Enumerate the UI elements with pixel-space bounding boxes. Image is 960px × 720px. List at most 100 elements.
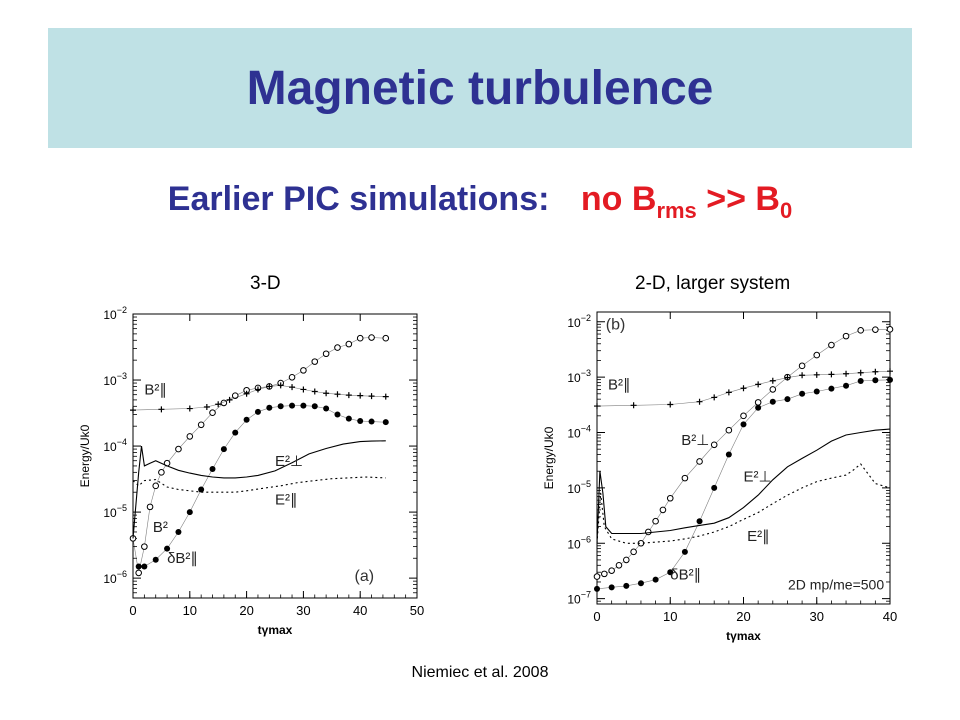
data-point	[141, 543, 148, 550]
data-point	[197, 421, 205, 429]
y-tick-label: 10−4	[567, 424, 591, 441]
x-tick-label: 30	[810, 609, 824, 624]
data-point	[813, 388, 820, 395]
curve-label-b2par: B²∥	[608, 376, 631, 393]
y-tick-base: 10	[103, 308, 117, 322]
data-point	[146, 503, 154, 511]
data-point	[277, 382, 284, 389]
citation: Niemiec et al. 2008	[411, 664, 549, 681]
data-point	[666, 494, 674, 502]
subtitle: Earlier PIC simulations: no Brms >> B0	[0, 180, 960, 224]
y-tick-exponent: −2	[117, 305, 127, 315]
data-point	[696, 518, 703, 525]
data-point	[164, 545, 171, 552]
y-tick-label: 10−5	[103, 503, 127, 520]
data-point	[623, 582, 630, 589]
data-point	[872, 326, 879, 333]
data-point	[158, 469, 165, 476]
y-tick-label: 10−3	[567, 368, 591, 385]
data-point	[799, 390, 806, 397]
data-point	[311, 403, 318, 410]
curve-label-b2par: B²∥	[144, 382, 167, 399]
data-point	[828, 341, 835, 349]
data-point	[186, 405, 193, 412]
data-point	[725, 389, 732, 396]
chart-3d: 0 10 20 30 40 5010−210−310−410−510−6tγmaxEner…	[65, 300, 440, 650]
data-point	[198, 486, 205, 493]
data-point	[725, 451, 732, 458]
series-b2par	[130, 382, 389, 414]
data-point	[175, 528, 182, 535]
data-point	[843, 382, 850, 389]
data-point	[769, 377, 776, 384]
data-point	[209, 465, 216, 472]
data-point	[755, 404, 762, 411]
data-point	[232, 429, 239, 436]
curve-label-deltab2par: δB²∥	[167, 550, 198, 567]
data-point	[630, 402, 637, 409]
data-point	[186, 509, 193, 516]
data-point	[152, 556, 159, 563]
x-tick-label: 10	[663, 609, 677, 624]
title-banner: Magnetic turbulence	[48, 28, 912, 148]
curve-label-e2par: E²∥	[275, 492, 298, 509]
series-guide-b2	[132, 337, 386, 573]
y-tick-exponent: −2	[581, 313, 591, 323]
data-point	[300, 402, 307, 409]
y-tick-label: 10−6	[567, 534, 591, 551]
x-tick-label: 0	[593, 609, 600, 624]
data-point	[289, 384, 296, 391]
data-point	[243, 416, 250, 423]
data-point	[857, 369, 864, 376]
data-point	[637, 580, 644, 587]
data-point	[872, 377, 879, 384]
data-point	[681, 548, 688, 555]
y-tick-label: 10−2	[567, 313, 591, 330]
series-deltab2par	[135, 402, 389, 570]
data-point	[220, 446, 227, 453]
y-tick-exponent: −5	[581, 479, 591, 489]
series-e2perp	[596, 428, 891, 544]
data-point	[135, 569, 142, 577]
series-e2perp	[132, 440, 386, 539]
data-point	[135, 563, 142, 570]
chart-2d: 0 10 20 30 4010−210−310−410−510−610−7tγmaxEn…	[535, 300, 915, 650]
data-point	[798, 362, 806, 370]
data-point	[608, 567, 615, 574]
data-point	[594, 585, 600, 592]
data-point	[755, 381, 762, 388]
data-point	[334, 344, 341, 351]
slide-title: Magnetic turbulence	[246, 61, 714, 115]
data-point	[887, 376, 893, 383]
y-tick-base: 10	[567, 593, 581, 607]
data-point	[323, 405, 330, 412]
data-point	[215, 401, 222, 408]
data-point	[813, 371, 820, 378]
panel-tag: (a)	[355, 568, 375, 585]
data-point	[311, 388, 318, 395]
data-point	[696, 398, 703, 405]
data-point	[141, 563, 148, 570]
data-point	[667, 569, 674, 576]
data-point	[652, 517, 659, 525]
y-tick-exponent: −6	[117, 569, 127, 579]
data-point	[710, 441, 718, 449]
series-e2par	[596, 463, 891, 544]
data-point	[345, 415, 352, 422]
y-tick-label: 10−6	[103, 569, 127, 586]
data-point	[754, 399, 762, 406]
data-point	[681, 474, 689, 482]
data-point	[289, 402, 296, 409]
y-tick-exponent: −3	[581, 368, 591, 378]
y-tick-base: 10	[567, 371, 581, 385]
data-point	[784, 374, 791, 381]
data-point	[652, 576, 659, 583]
y-tick-exponent: −5	[117, 503, 127, 513]
data-point	[842, 332, 850, 340]
y-tick-label: 10−5	[567, 479, 591, 496]
data-point	[323, 390, 330, 397]
data-point	[226, 396, 233, 403]
data-point	[711, 394, 718, 401]
panel-note: 2D mp/me=500	[788, 576, 884, 592]
data-point	[254, 408, 261, 415]
